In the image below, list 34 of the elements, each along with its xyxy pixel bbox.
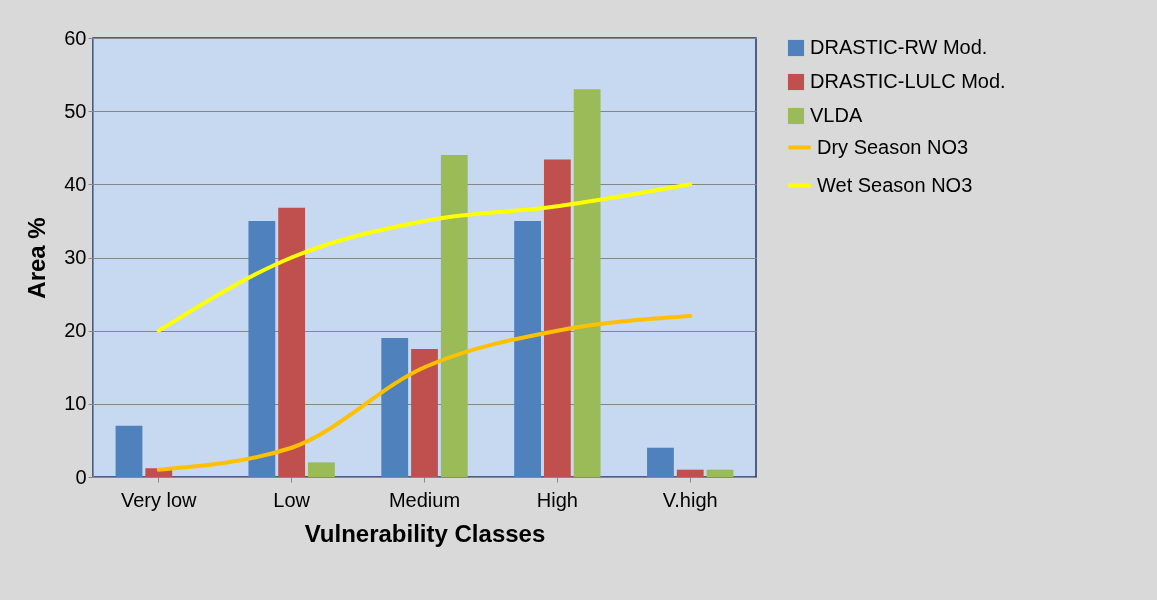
y-tick-label: 40 — [64, 172, 87, 195]
bar — [381, 337, 409, 477]
bar — [115, 425, 143, 477]
legend-label: Dry Season NO3 — [817, 135, 969, 158]
x-tick-label: High — [536, 488, 578, 511]
legend-label: DRASTIC-RW Mod. — [810, 36, 988, 58]
x-tick-label: Very low — [120, 488, 198, 511]
bar — [676, 469, 704, 477]
y-tick-label: 50 — [64, 99, 87, 122]
line-series — [156, 314, 693, 472]
y-tick-label: 30 — [64, 246, 87, 268]
bar — [440, 155, 468, 477]
y-tick-label: 0 — [75, 465, 87, 488]
bar — [411, 348, 438, 477]
y-tick-label: 10 — [64, 392, 87, 415]
x-axis-title: Vulnerability Classes — [304, 519, 546, 547]
bar — [278, 207, 306, 477]
bar — [706, 469, 734, 477]
bar — [647, 447, 674, 477]
bar — [543, 159, 571, 477]
bar — [514, 220, 541, 477]
y-axis-title: Area % — [23, 217, 51, 299]
bar — [308, 462, 335, 477]
legend-label: VLDA — [810, 104, 863, 126]
y-tick-label: 60 — [64, 26, 87, 49]
bar — [573, 89, 601, 477]
line-series — [156, 182, 693, 333]
bar — [248, 220, 276, 477]
x-tick-label: V.high — [662, 488, 718, 511]
x-tick-label: Low — [273, 488, 311, 511]
y-tick-label: 20 — [64, 319, 87, 342]
x-tick-label: Medium — [388, 488, 461, 511]
legend-label: DRASTIC-LULC Mod. — [810, 70, 1006, 92]
legend-label: Wet Season NO3 — [817, 173, 973, 196]
